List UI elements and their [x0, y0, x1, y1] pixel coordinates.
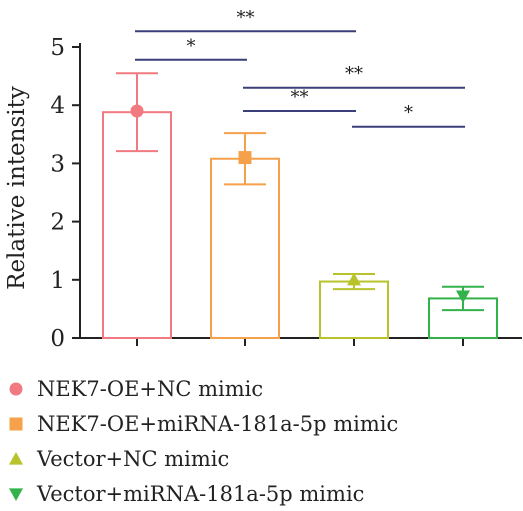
- y-tick-label: 4: [50, 93, 65, 119]
- significance-label: *: [404, 103, 413, 124]
- data-point: [347, 272, 361, 286]
- y-axis-label: Relative intensity: [4, 86, 30, 290]
- legend-entry: Vector+NC mimic: [36, 447, 229, 471]
- significance-label: **: [237, 7, 255, 28]
- y-tick-label: 1: [50, 268, 65, 294]
- significance-label: *: [187, 36, 196, 57]
- bars: [102, 72, 498, 340]
- significance-label: **: [291, 87, 309, 108]
- data-point: [456, 290, 470, 304]
- significance-brackets: ********: [135, 7, 465, 128]
- y-tick-label: 3: [50, 151, 65, 177]
- data-point: [238, 151, 252, 165]
- legend-entry: NEK7-OE+NC mimic: [37, 377, 263, 401]
- legend-entry: Vector+miRNA-181a-5p mimic: [36, 482, 364, 506]
- legend-marker: [9, 417, 23, 431]
- y-tick-label: 5: [50, 35, 65, 61]
- legend: NEK7-OE+NC mimic NEK7-OE+miRNA-181a-5p mi…: [9, 377, 398, 506]
- legend-marker: [9, 488, 23, 501]
- legend-marker: [9, 452, 23, 465]
- significance-label: **: [345, 64, 363, 85]
- axes: 0 1 2 3 4 5: [50, 35, 522, 352]
- y-tick-label: 0: [50, 326, 65, 352]
- bar: [210, 157, 280, 339]
- y-tick-label: 2: [50, 210, 65, 236]
- legend-entry: NEK7-OE+miRNA-181a-5p mimic: [37, 412, 398, 436]
- data-point: [130, 104, 144, 118]
- legend-marker: [9, 382, 23, 396]
